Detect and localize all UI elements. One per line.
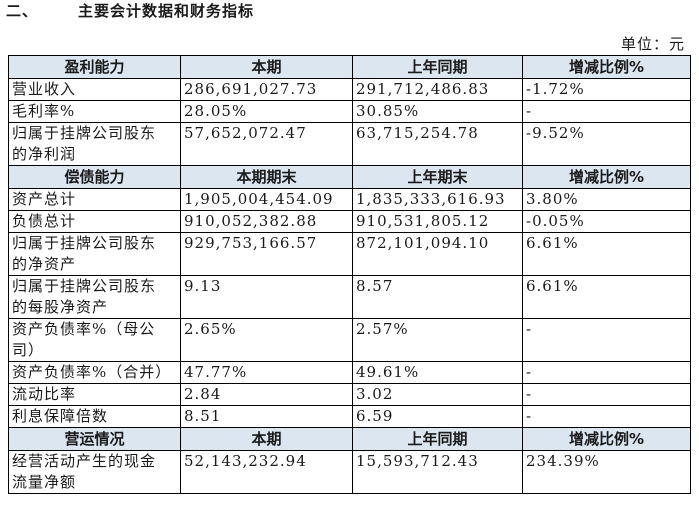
value-cell: - — [522, 405, 691, 428]
section-number: 二、 — [6, 2, 39, 20]
value-cell: 929,753,166.57 — [180, 232, 353, 276]
section-header-row: 盈利能力 本期 上年同期 增减比例% — [8, 55, 691, 79]
data-row: 资产负债率%（合并） 47.77% 49.61% - — [8, 361, 691, 384]
data-row: 经营活动产生的现金流量净额 52,143,232.94 15,593,712.43 2… — [8, 450, 691, 494]
value-cell: 910,052,382.88 — [180, 210, 353, 233]
value-cell: 6.59 — [352, 405, 523, 428]
row-label: 经营活动产生的现金流量净额 — [8, 450, 181, 494]
header-cell: 营运情况 — [8, 427, 181, 451]
value-cell: 234.39% — [522, 450, 691, 494]
value-cell: 28.05% — [180, 100, 353, 123]
financial-table: 盈利能力 本期 上年同期 增减比例% 营业收入 286,691,027.73 291,712… — [8, 55, 691, 494]
value-cell: 910,531,805.12 — [352, 210, 523, 233]
header-cell: 增减比例% — [522, 165, 691, 189]
value-cell: 57,652,072.47 — [180, 122, 353, 166]
row-label: 营业收入 — [8, 78, 181, 101]
value-cell: 47.77% — [180, 361, 353, 384]
data-row: 负债总计 910,052,382.88 910,531,805.12 -0.05% — [8, 210, 691, 233]
value-cell: 3.02 — [352, 383, 523, 406]
value-cell: 1,835,333,616.93 — [352, 188, 523, 211]
data-row: 归属于挂牌公司股东的每股净资产 9.13 8.57 6.61% — [8, 275, 691, 319]
row-label: 流动比率 — [8, 383, 181, 406]
value-cell: 9.13 — [180, 275, 353, 319]
header-cell: 偿债能力 — [8, 165, 181, 189]
row-label: 利息保障倍数 — [8, 405, 181, 428]
value-cell: 8.51 — [180, 405, 353, 428]
header-cell: 本期 — [180, 55, 353, 79]
header-cell: 上年同期 — [352, 427, 523, 451]
value-cell: 2.84 — [180, 383, 353, 406]
value-cell: 3.80% — [522, 188, 691, 211]
value-cell: -0.05% — [522, 210, 691, 233]
value-cell: -9.52% — [522, 122, 691, 166]
table-body: 盈利能力 本期 上年同期 增减比例% 营业收入 286,691,027.73 291,712… — [8, 55, 691, 494]
header-cell: 本期 — [180, 427, 353, 451]
data-row: 毛利率% 28.05% 30.85% - — [8, 100, 691, 123]
value-cell: 286,691,027.73 — [180, 78, 353, 101]
value-cell: 63,715,254.78 — [352, 122, 523, 166]
row-label: 资产负债率%（母公司） — [8, 318, 181, 362]
data-row: 流动比率 2.84 3.02- — [8, 383, 691, 406]
data-row: 归属于挂牌公司股东的净利润 57,652,072.47 63,715,254.78-… — [8, 122, 691, 166]
value-cell: 2.57% — [352, 318, 523, 362]
value-cell: - — [522, 100, 691, 123]
section-title: 主要会计数据和财务指标 — [78, 2, 255, 20]
header-cell: 上年期末 — [352, 165, 523, 189]
data-row: 利息保障倍数 8.51 6.59- — [8, 405, 691, 428]
value-cell: 30.85% — [352, 100, 523, 123]
value-cell: 8.57 — [352, 275, 523, 319]
data-row: 资产总计 1,905,004,454.09 1,835,333,616.93 3.80… — [8, 188, 691, 211]
row-label: 毛利率% — [8, 100, 181, 123]
value-cell: - — [522, 361, 691, 384]
value-cell: 6.61% — [522, 232, 691, 276]
value-cell: 15,593,712.43 — [352, 450, 523, 494]
header-cell: 增减比例% — [522, 55, 691, 79]
value-cell: 872,101,094.10 — [352, 232, 523, 276]
value-cell: -1.72% — [522, 78, 691, 101]
section-header-row: 偿债能力 本期期末 上年期末 增减比例% — [8, 165, 691, 189]
unit-label: 单位：元 — [620, 35, 685, 53]
value-cell: 1,905,004,454.09 — [180, 188, 353, 211]
row-label: 归属于挂牌公司股东的净资产 — [8, 232, 181, 276]
data-row: 资产负债率%（母公司） 2.65% 2.57% - — [8, 318, 691, 362]
data-row: 归属于挂牌公司股东的净资产 929,753,166.57 872,101,094.1… — [8, 232, 691, 276]
value-cell: 49.61% — [352, 361, 523, 384]
value-cell: - — [522, 318, 691, 362]
section-heading: 二、 主要会计数据和财务指标 — [6, 0, 254, 21]
row-label: 资产总计 — [8, 188, 181, 211]
section-header-row: 营运情况 本期 上年同期 增减比例% — [8, 427, 691, 451]
header-cell: 本期期末 — [180, 165, 353, 189]
row-label: 归属于挂牌公司股东的净利润 — [8, 122, 181, 166]
value-cell: 2.65% — [180, 318, 353, 362]
value-cell: 291,712,486.83 — [352, 78, 523, 101]
data-row: 营业收入 286,691,027.73 291,712,486.83 -1.72% — [8, 78, 691, 101]
row-label: 负债总计 — [8, 210, 181, 233]
value-cell: 52,143,232.94 — [180, 450, 353, 494]
header-cell: 增减比例% — [522, 427, 691, 451]
row-label: 归属于挂牌公司股东的每股净资产 — [8, 275, 181, 319]
value-cell: 6.61% — [522, 275, 691, 319]
header-cell: 上年同期 — [352, 55, 523, 79]
header-cell: 盈利能力 — [8, 55, 181, 79]
value-cell: - — [522, 383, 691, 406]
row-label: 资产负债率%（合并） — [8, 361, 181, 384]
